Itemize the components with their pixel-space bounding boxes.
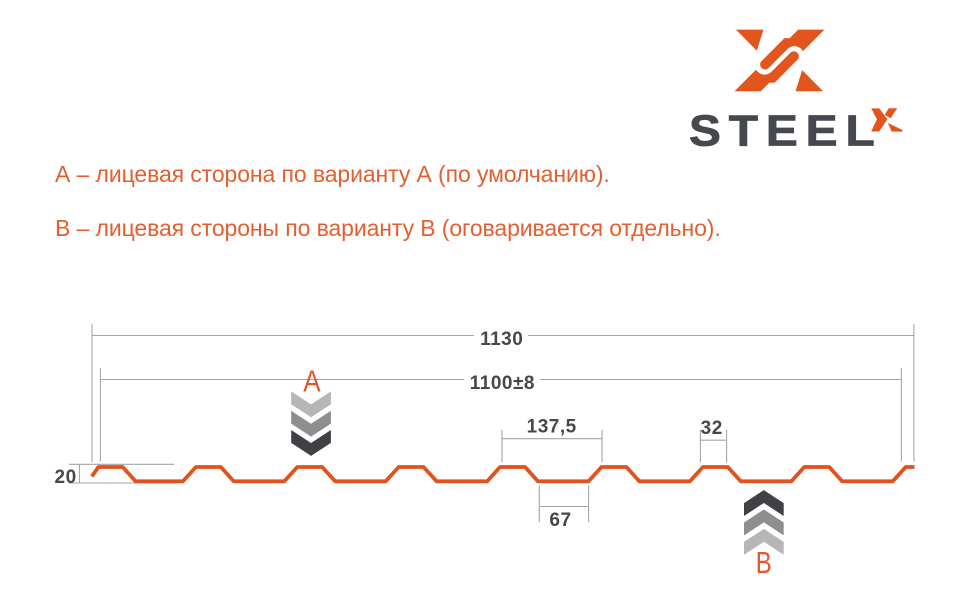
svg-text:В – лицевая стороны по вариант: В – лицевая стороны по варианту В (огова… — [55, 215, 721, 241]
svg-text:А: А — [303, 364, 321, 399]
svg-text:В: В — [756, 545, 772, 580]
svg-text:32: 32 — [701, 418, 723, 439]
svg-text:STEEL: STEEL — [689, 106, 883, 155]
svg-text:137,5: 137,5 — [527, 416, 577, 437]
svg-text:67: 67 — [549, 510, 571, 531]
svg-text:1100±8: 1100±8 — [470, 373, 535, 394]
svg-text:1130: 1130 — [480, 329, 523, 350]
svg-text:А – лицевая сторона по вариант: А – лицевая сторона по варианту А (по ум… — [55, 161, 610, 187]
svg-text:20: 20 — [55, 467, 77, 488]
